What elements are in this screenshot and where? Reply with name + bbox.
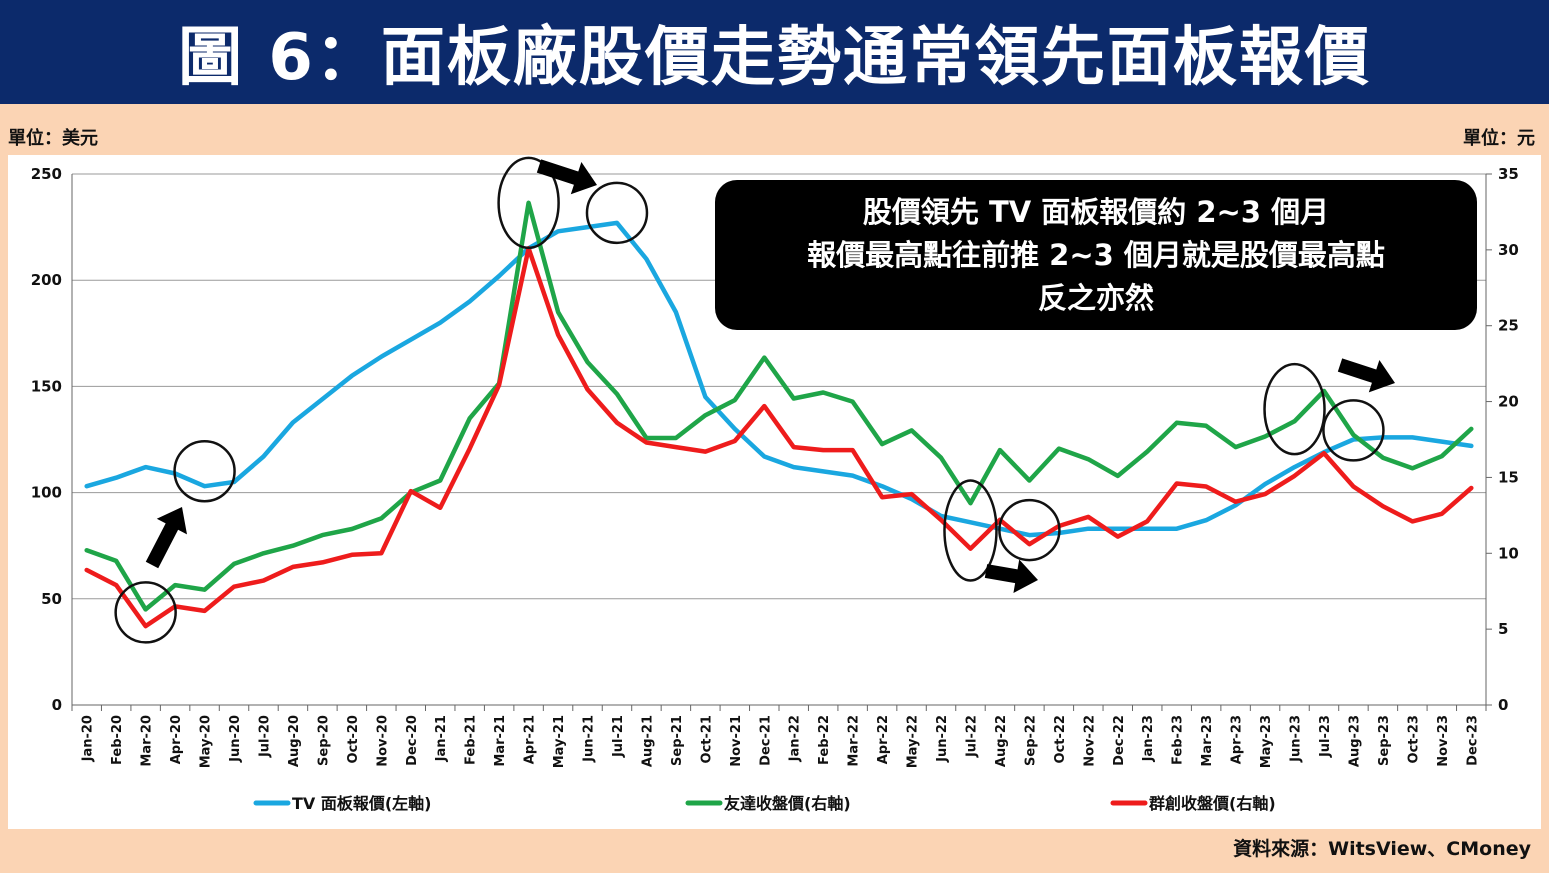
highlight-circle xyxy=(998,498,1061,562)
arrow xyxy=(145,507,187,569)
x-axis-tick-label: Apr-20 xyxy=(169,715,184,764)
highlight-circle xyxy=(114,581,177,644)
x-axis-tick-label: May-20 xyxy=(199,715,214,768)
right-axis-unit: 單位：元 xyxy=(1463,128,1535,149)
legend-label: 友達收盤價(右軸) xyxy=(724,794,851,813)
x-axis-tick-label: Jan-22 xyxy=(788,715,803,762)
x-axis-tick-label: May-21 xyxy=(552,715,567,768)
right-axis-tick-label: 30 xyxy=(1498,241,1519,259)
left-axis-tick-label: 150 xyxy=(31,377,62,395)
x-axis-tick-label: Jul-22 xyxy=(964,715,979,758)
x-axis-tick-label: Aug-23 xyxy=(1347,715,1362,767)
x-axis-tick-label: Jan-23 xyxy=(1141,715,1156,762)
chart-title: 圖 6：面板廠股價走勢通常領先面板報價 xyxy=(178,21,1371,95)
x-axis-tick-label: Jun-21 xyxy=(582,715,597,763)
left-axis-unit: 單位：美元 xyxy=(8,128,98,149)
arrow-shape xyxy=(536,159,598,195)
left-axis-tick-label: 50 xyxy=(41,590,62,608)
x-axis-tick-label: May-22 xyxy=(906,715,921,768)
arrow-shape xyxy=(1337,358,1395,393)
arrow xyxy=(536,159,598,195)
annotation-line: 報價最高點往前推 2~3 個月就是股價最高點 xyxy=(807,238,1385,272)
x-axis-tick-label: Jun-22 xyxy=(935,715,950,763)
x-axis-tick-label: Sep-22 xyxy=(1023,715,1038,766)
annotation-line: 反之亦然 xyxy=(1038,281,1154,315)
x-axis-tick-label: Jan-21 xyxy=(434,715,449,762)
arrow xyxy=(1337,358,1395,393)
x-axis-tick-label: Nov-21 xyxy=(729,715,744,767)
highlight-circle xyxy=(1263,362,1326,456)
right-axis-tick-label: 20 xyxy=(1498,393,1519,411)
source-note: 資料來源：WitsView、CMoney xyxy=(1233,838,1531,860)
x-axis-tick-label: Mar-21 xyxy=(493,715,508,767)
left-axis-tick-label: 100 xyxy=(31,484,62,502)
x-axis-tick-label: Jun-23 xyxy=(1289,715,1304,763)
x-axis-tick-label: Oct-20 xyxy=(346,715,361,763)
x-axis-tick-label: Jul-21 xyxy=(611,715,626,758)
arrow-shape xyxy=(984,559,1038,593)
x-axis-tick-label: Feb-22 xyxy=(817,715,832,765)
x-axis-tick-label: Jan-20 xyxy=(81,715,96,762)
x-axis-tick-label: Jun-20 xyxy=(228,715,243,763)
x-axis-tick-label: Aug-22 xyxy=(994,715,1009,767)
arrow xyxy=(984,559,1038,593)
annotation-box xyxy=(715,180,1477,330)
annotation-line: 股價領先 TV 面板報價約 2~3 個月 xyxy=(863,195,1329,229)
highlight-circle xyxy=(585,181,649,245)
highlight-circle xyxy=(1322,399,1385,462)
right-axis-tick-label: 25 xyxy=(1498,317,1519,335)
x-axis-tick-label: Dec-20 xyxy=(405,715,420,766)
x-axis-tick-label: Feb-23 xyxy=(1171,715,1186,765)
x-axis-tick-label: Nov-23 xyxy=(1436,715,1451,767)
x-axis-tick-label: Jul-23 xyxy=(1318,715,1333,758)
left-axis-tick-label: 200 xyxy=(31,271,62,289)
arrow-shape xyxy=(145,507,187,569)
right-axis-tick-label: 35 xyxy=(1498,165,1519,183)
left-axis-tick-label: 0 xyxy=(52,696,62,714)
x-axis-tick-label: Mar-20 xyxy=(140,715,155,767)
x-axis-tick-label: Aug-20 xyxy=(287,715,302,767)
series-line-3 xyxy=(84,246,1474,629)
x-axis-tick-label: Dec-21 xyxy=(758,715,773,766)
legend-label: TV 面板報價(左軸) xyxy=(292,794,432,813)
series-line-2 xyxy=(84,200,1474,612)
x-axis-tick-label: Sep-21 xyxy=(670,715,685,766)
x-axis-tick-label: Nov-20 xyxy=(375,715,390,767)
x-axis-tick-label: Oct-22 xyxy=(1053,715,1068,763)
right-axis-tick-label: 0 xyxy=(1498,696,1508,714)
title-bar: 圖 6：面板廠股價走勢通常領先面板報價 xyxy=(0,0,1549,104)
x-axis-tick-label: May-23 xyxy=(1259,715,1274,768)
x-axis-tick-label: Aug-21 xyxy=(640,715,655,767)
x-axis-tick-label: Nov-22 xyxy=(1082,715,1097,767)
x-axis-tick-label: Feb-21 xyxy=(464,715,479,765)
x-axis-tick-label: Mar-23 xyxy=(1200,715,1215,767)
x-axis-tick-label: Mar-22 xyxy=(847,715,862,767)
x-axis-tick-label: Oct-21 xyxy=(699,715,714,763)
right-axis-tick-label: 5 xyxy=(1498,620,1508,638)
legend-label: 群創收盤價(右軸) xyxy=(1149,794,1276,813)
highlight-circle xyxy=(497,156,560,250)
x-axis-tick-label: Oct-23 xyxy=(1406,715,1421,763)
line-chart: 0 50 100 150 200 250 0 5 10 15 20 25 30 35 Jan-20 Feb-2… xyxy=(31,156,1519,813)
x-axis-tick-label: Sep-20 xyxy=(316,715,331,766)
x-axis-tick-label: Feb-20 xyxy=(110,715,125,765)
highlight-circle xyxy=(173,439,236,503)
x-axis-tick-label: Dec-22 xyxy=(1112,715,1127,766)
x-axis-tick-label: Dec-23 xyxy=(1465,715,1480,766)
x-axis-tick-label: Sep-23 xyxy=(1377,715,1392,766)
x-axis-tick-label: Apr-23 xyxy=(1230,715,1245,764)
right-axis-tick-label: 15 xyxy=(1498,468,1519,486)
x-axis-tick-label: Jul-20 xyxy=(257,715,272,758)
x-axis-tick-label: Apr-22 xyxy=(876,715,891,764)
plot-panel: 0 50 100 150 200 250 0 5 10 15 20 25 30 35 Jan-20 Feb-2… xyxy=(8,155,1541,829)
highlight-circle xyxy=(943,479,998,582)
x-axis-tick-label: Apr-21 xyxy=(523,715,538,764)
right-axis-tick-label: 10 xyxy=(1498,544,1519,562)
left-axis-tick-label: 250 xyxy=(31,165,62,183)
